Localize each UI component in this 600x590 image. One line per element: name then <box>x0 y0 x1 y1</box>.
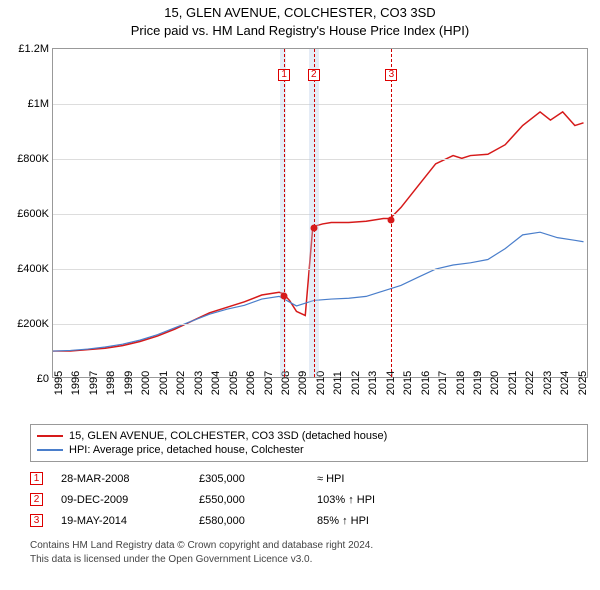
xtick-label: 2009 <box>297 371 309 395</box>
event-row: 2 09-DEC-2009 £550,000 103% ↑ HPI <box>30 489 588 510</box>
event-row: 1 28-MAR-2008 £305,000 ≈ HPI <box>30 468 588 489</box>
xtick-label: 2020 <box>489 371 501 395</box>
xtick-label: 2022 <box>524 371 536 395</box>
xtick-label: 2002 <box>175 371 187 395</box>
xtick-label: 1997 <box>88 371 100 395</box>
xtick-label: 2024 <box>559 371 571 395</box>
ytick-label: £1M <box>28 98 49 110</box>
event-marker-on-chart: 2 <box>308 69 320 81</box>
xtick-label: 2001 <box>158 371 170 395</box>
ytick-label: £1.2M <box>18 43 49 55</box>
xtick-label: 2004 <box>210 371 222 395</box>
xtick-label: 1999 <box>123 371 135 395</box>
footer-line: This data is licensed under the Open Gov… <box>30 553 588 567</box>
xtick-label: 2025 <box>577 371 589 395</box>
event-date: 28-MAR-2008 <box>61 473 181 485</box>
chart-container: 15, GLEN AVENUE, COLCHESTER, CO3 3SD Pri… <box>0 0 600 590</box>
xtick-label: 2019 <box>472 371 484 395</box>
event-row: 3 19-MAY-2014 £580,000 85% ↑ HPI <box>30 510 588 531</box>
xtick-label: 2017 <box>437 371 449 395</box>
event-price: £550,000 <box>199 494 299 506</box>
xtick-label: 1996 <box>70 371 82 395</box>
legend-swatch <box>37 449 63 451</box>
xtick-label: 2018 <box>455 371 467 395</box>
event-delta: 103% ↑ HPI <box>317 494 375 506</box>
title-block: 15, GLEN AVENUE, COLCHESTER, CO3 3SD Pri… <box>0 0 600 42</box>
xtick-label: 1998 <box>105 371 117 395</box>
footer: Contains HM Land Registry data © Crown c… <box>30 539 588 566</box>
event-marker-on-chart: 1 <box>278 69 290 81</box>
ytick-label: £600K <box>17 208 49 220</box>
legend-item-hpi: HPI: Average price, detached house, Colc… <box>37 443 581 457</box>
events-table: 1 28-MAR-2008 £305,000 ≈ HPI 2 09-DEC-20… <box>30 468 588 531</box>
xtick-label: 2013 <box>367 371 379 395</box>
chart-plot-area: £0£200K£400K£600K£800K£1M£1.2M1995199619… <box>52 48 588 378</box>
legend-label: HPI: Average price, detached house, Colc… <box>69 444 304 456</box>
event-price: £580,000 <box>199 515 299 527</box>
xtick-label: 2006 <box>245 371 257 395</box>
legend: 15, GLEN AVENUE, COLCHESTER, CO3 3SD (de… <box>30 424 588 462</box>
sale-point <box>310 225 317 232</box>
sale-point <box>281 292 288 299</box>
xtick-label: 2011 <box>332 372 344 396</box>
xtick-label: 2003 <box>193 371 205 395</box>
xtick-label: 2015 <box>402 371 414 395</box>
event-delta: 85% ↑ HPI <box>317 515 369 527</box>
legend-swatch <box>37 435 63 437</box>
xtick-label: 2005 <box>228 371 240 395</box>
title-subtitle: Price paid vs. HM Land Registry's House … <box>0 22 600 40</box>
xtick-label: 2000 <box>140 371 152 395</box>
event-marker: 3 <box>30 514 43 527</box>
ytick-label: £800K <box>17 153 49 165</box>
xtick-label: 2023 <box>542 371 554 395</box>
legend-label: 15, GLEN AVENUE, COLCHESTER, CO3 3SD (de… <box>69 430 387 442</box>
footer-line: Contains HM Land Registry data © Crown c… <box>30 539 588 553</box>
ytick-label: £0 <box>37 373 49 385</box>
chart-svg <box>53 49 587 377</box>
ytick-label: £400K <box>17 263 49 275</box>
xtick-label: 2021 <box>507 371 519 395</box>
event-marker: 2 <box>30 493 43 506</box>
sale-point <box>388 216 395 223</box>
legend-item-property: 15, GLEN AVENUE, COLCHESTER, CO3 3SD (de… <box>37 429 581 443</box>
xtick-label: 1995 <box>53 371 65 395</box>
xtick-label: 2007 <box>263 371 275 395</box>
title-address: 15, GLEN AVENUE, COLCHESTER, CO3 3SD <box>0 4 600 22</box>
event-price: £305,000 <box>199 473 299 485</box>
ytick-label: £200K <box>17 318 49 330</box>
event-date: 19-MAY-2014 <box>61 515 181 527</box>
event-marker-on-chart: 3 <box>385 69 397 81</box>
xtick-label: 2012 <box>350 371 362 395</box>
xtick-label: 2016 <box>420 371 432 395</box>
event-marker: 1 <box>30 472 43 485</box>
event-delta: ≈ HPI <box>317 473 344 485</box>
event-date: 09-DEC-2009 <box>61 494 181 506</box>
